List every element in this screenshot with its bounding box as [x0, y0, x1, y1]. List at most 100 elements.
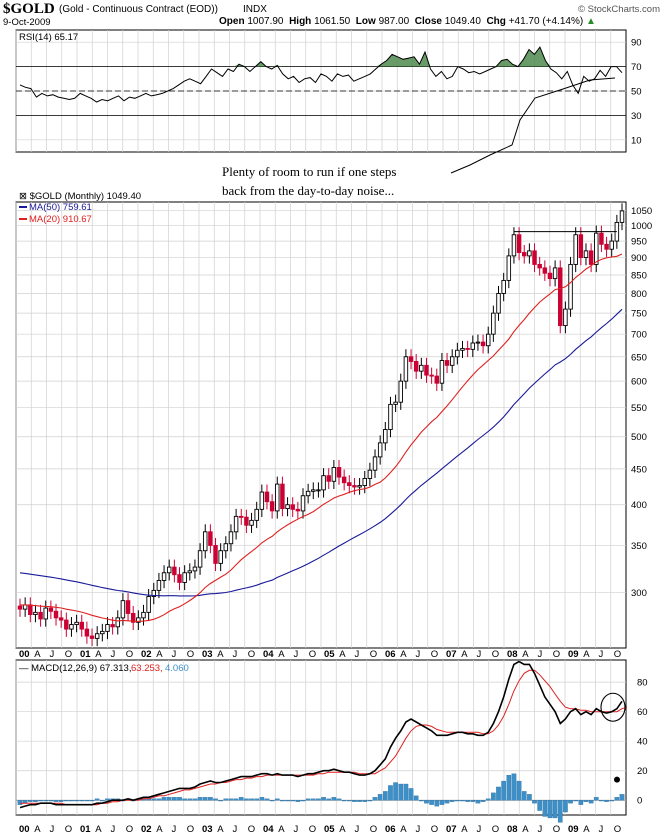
price-y-tick: 750: [631, 309, 647, 320]
macd-histogram-bar: [63, 800, 69, 802]
price-candle-up: [105, 624, 110, 632]
price-candle-up: [527, 250, 532, 257]
x-tick-bottom: J: [50, 824, 55, 835]
price-candle-up: [573, 234, 578, 265]
rsi-overbought-fill: [233, 47, 551, 67]
price-candle-up: [496, 293, 501, 314]
price-candle-down: [177, 574, 182, 583]
x-tick-top: A: [400, 649, 407, 660]
x-tick-top: O: [187, 649, 194, 660]
x-tick-bottom: O: [126, 824, 133, 835]
price-candle-down: [295, 508, 301, 512]
price-candle-up: [33, 611, 38, 615]
price-candle-up: [331, 467, 337, 482]
price-y-tick: 900: [631, 253, 647, 264]
price-candle-down: [341, 476, 347, 484]
price-candle-up: [460, 347, 465, 351]
price-candle-up: [223, 543, 229, 552]
macd-histogram-bar: [516, 780, 522, 801]
macd-histogram-bar: [424, 800, 429, 804]
macd-histogram-bar: [197, 797, 203, 801]
macd-histogram-bar: [460, 800, 465, 802]
macd-histogram-bar: [285, 800, 290, 802]
x-tick-bottom: A: [522, 824, 529, 835]
macd-histogram-bar: [105, 798, 110, 801]
macd-histogram-bar: [491, 792, 496, 801]
price-candle-down: [465, 347, 470, 350]
price-y-tick: 300: [631, 588, 647, 599]
price-candle-down: [516, 234, 522, 253]
price-candle-up: [377, 442, 383, 458]
header: $GOLD (Gold - Continuous Contract (EOD))…: [3, 0, 668, 30]
x-tick-bottom: O: [553, 824, 560, 835]
macd-histogram-bar: [614, 797, 620, 801]
macd-histogram-bar: [43, 800, 49, 802]
macd-histogram-bar: [58, 800, 64, 802]
chg-label: Chg: [486, 16, 506, 27]
macd-histogram-bar: [202, 797, 208, 801]
price-candle-down: [290, 504, 295, 510]
rsi-y-tick: 90: [631, 38, 642, 49]
price-candle-up: [300, 495, 306, 512]
high-label: High: [289, 16, 312, 27]
x-axis: 0000AAJJOO0101AAJJOO0202AAJJOO0303AAJJOO…: [19, 649, 621, 835]
high-value: 1061.50: [314, 16, 351, 27]
x-tick-bottom: J: [111, 824, 116, 835]
macd-histogram-bar: [357, 800, 362, 802]
macd-histogram-bar: [156, 798, 162, 801]
macd-histogram-bar: [69, 800, 74, 802]
price-candle-up: [197, 550, 203, 568]
price-candle-up: [491, 312, 496, 335]
macd-histogram-bar: [619, 794, 625, 801]
price-candle-down: [537, 263, 542, 269]
close-value: 1049.40: [444, 16, 481, 27]
macd-histogram-bar: [192, 798, 198, 801]
x-tick-top: A: [156, 649, 163, 660]
macd-histogram-bar: [501, 780, 506, 801]
macd-histogram-bar: [213, 798, 218, 801]
x-tick-bottom: J: [294, 824, 299, 835]
price-y-tick: 700: [631, 330, 647, 341]
x-tick-top: J: [599, 649, 604, 660]
price-candle-up: [115, 617, 120, 628]
x-tick-top: 02: [141, 649, 152, 660]
x-tick-bottom: O: [431, 824, 438, 835]
x-tick-top: O: [309, 649, 316, 660]
x-tick-bottom: J: [599, 824, 604, 835]
x-tick-bottom: J: [477, 824, 482, 835]
price-candle-down: [480, 341, 486, 347]
price-candle-up: [218, 550, 223, 564]
rsi-y-tick: 70: [631, 62, 642, 73]
price-y-tick: 500: [631, 432, 647, 443]
x-tick-top: A: [217, 649, 224, 660]
date-label: 9-Oct-2009: [3, 17, 51, 28]
x-tick-bottom: A: [34, 824, 41, 835]
price-candle-up: [305, 490, 311, 497]
macd-y-tick: 20: [637, 766, 648, 777]
macd-histogram-bar: [300, 800, 306, 802]
macd-histogram-bar: [346, 800, 352, 802]
macd-histogram-bar: [403, 783, 409, 801]
macd-histogram-bar: [53, 800, 59, 802]
price-candle-up: [419, 364, 424, 372]
macd-histogram-bar: [532, 800, 537, 804]
macd-histogram-bar: [79, 800, 85, 802]
x-tick-bottom: A: [278, 824, 285, 835]
x-tick-top: O: [65, 649, 72, 660]
price-candle-up: [449, 356, 455, 366]
macd-histogram-bar: [593, 797, 599, 801]
price-candle-down: [429, 374, 434, 377]
x-tick-top: A: [461, 649, 468, 660]
macd-histogram-bar: [74, 800, 79, 802]
macd-circle-annotation: [600, 692, 626, 722]
x-tick-bottom: J: [538, 824, 543, 835]
macd-histogram-bar: [336, 798, 342, 801]
x-tick-bottom: J: [172, 824, 177, 835]
x-tick-top: O: [431, 649, 438, 660]
price-candle-up: [372, 456, 378, 471]
price-y-tick: 400: [631, 500, 647, 511]
x-tick-top: 01: [80, 649, 91, 660]
price-candle-up: [552, 267, 558, 280]
macd-histogram-bar: [573, 800, 579, 802]
